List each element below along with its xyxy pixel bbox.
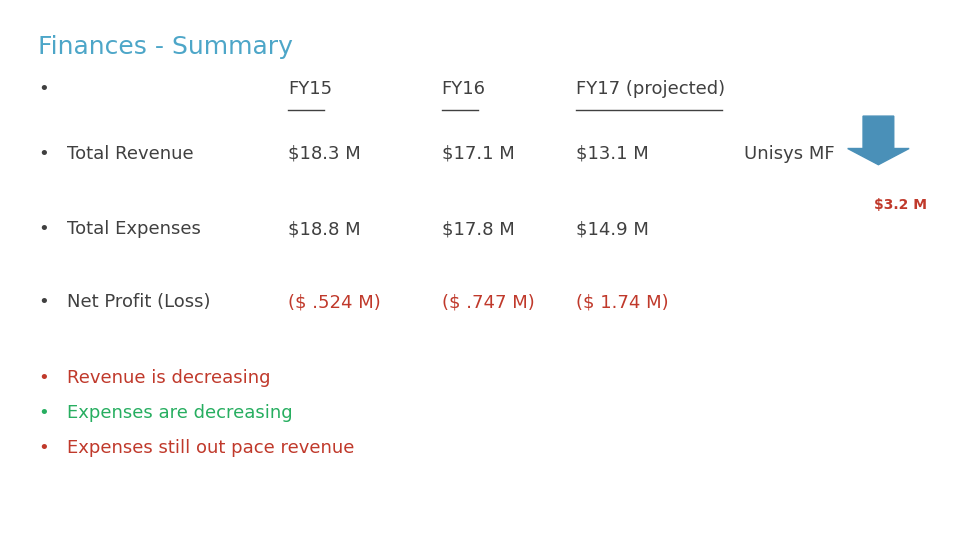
Text: $17.1 M: $17.1 M — [442, 145, 515, 163]
Text: $18.8 M: $18.8 M — [288, 220, 361, 239]
Text: $13.1 M: $13.1 M — [576, 145, 649, 163]
Text: Net Profit (Loss): Net Profit (Loss) — [67, 293, 210, 312]
Text: FY17 (projected): FY17 (projected) — [576, 80, 725, 98]
Text: Total Expenses: Total Expenses — [67, 220, 201, 239]
Text: $18.3 M: $18.3 M — [288, 145, 361, 163]
Text: •: • — [38, 145, 49, 163]
Text: •: • — [38, 439, 49, 457]
Text: ($ .747 M): ($ .747 M) — [442, 293, 535, 312]
Text: Finances - Summary: Finances - Summary — [38, 35, 293, 59]
Text: Unisys MF: Unisys MF — [744, 145, 834, 163]
Text: •: • — [38, 404, 49, 422]
Text: Expenses are decreasing: Expenses are decreasing — [67, 404, 293, 422]
Text: ($ .524 M): ($ .524 M) — [288, 293, 381, 312]
Text: •: • — [38, 293, 49, 312]
Text: ($ 1.74 M): ($ 1.74 M) — [576, 293, 668, 312]
Text: Revenue is decreasing: Revenue is decreasing — [67, 369, 271, 387]
Text: •: • — [38, 369, 49, 387]
Text: •: • — [38, 80, 49, 98]
Polygon shape — [848, 116, 909, 165]
Text: Expenses still out pace revenue: Expenses still out pace revenue — [67, 439, 354, 457]
Text: Total Revenue: Total Revenue — [67, 145, 194, 163]
Text: $17.8 M: $17.8 M — [442, 220, 515, 239]
Text: $14.9 M: $14.9 M — [576, 220, 649, 239]
Text: •: • — [38, 220, 49, 239]
Text: FY15: FY15 — [288, 80, 332, 98]
Text: FY16: FY16 — [442, 80, 486, 98]
Text: $3.2 M: $3.2 M — [874, 198, 926, 212]
